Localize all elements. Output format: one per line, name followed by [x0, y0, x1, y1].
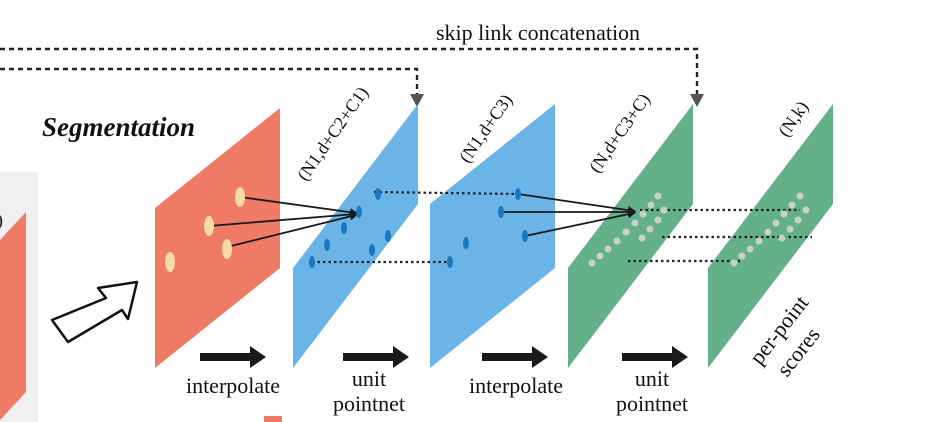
- points-plane-1: [309, 188, 391, 268]
- point: [802, 206, 810, 214]
- step-arrow-icon: [622, 346, 688, 368]
- point: [447, 256, 453, 268]
- step-arrow-icon: [482, 346, 548, 368]
- point: [463, 237, 469, 249]
- interpolate-arrow: [208, 210, 358, 227]
- point: [375, 188, 381, 200]
- skip-arrowhead-inner: [410, 94, 424, 107]
- step-4-label-line2: pointnet: [616, 391, 688, 416]
- point: [786, 225, 794, 233]
- step-arrow-icon: [200, 346, 266, 368]
- skip-link-outer: [0, 47, 699, 98]
- point: [646, 225, 654, 233]
- step-2-label-line2: pointnet: [333, 391, 405, 416]
- point: [738, 252, 746, 260]
- points-plane-3: [588, 192, 668, 267]
- interpolate-arrow: [517, 193, 636, 215]
- points-plane-2: [447, 188, 528, 268]
- point: [515, 188, 521, 200]
- interpolation-arrows: [208, 193, 636, 248]
- point: [369, 244, 375, 256]
- point: [654, 192, 662, 200]
- point: [356, 206, 362, 218]
- point: [622, 228, 630, 236]
- point: [235, 187, 245, 207]
- point: [730, 259, 738, 267]
- points-plane-0: [165, 187, 245, 272]
- input-arrow-icon: [50, 280, 139, 344]
- point: [778, 234, 786, 242]
- skip-links: [0, 47, 699, 98]
- plane-output-scores: [708, 104, 833, 368]
- point: [522, 230, 528, 242]
- point: [660, 206, 668, 214]
- prior-plane-label-fragment: ): [0, 210, 3, 231]
- point: [596, 252, 604, 260]
- point: [772, 219, 780, 227]
- lower-plane-fragment: [264, 416, 282, 422]
- point: [222, 239, 232, 259]
- point: [309, 256, 315, 268]
- point: [385, 230, 391, 242]
- prior-plane: [0, 212, 26, 420]
- point: [764, 228, 772, 236]
- interpolate-arrow: [239, 196, 358, 217]
- skip-arrowhead-outer: [690, 94, 704, 107]
- step-1-label: interpolate: [186, 373, 280, 398]
- section-title: Segmentation: [42, 112, 195, 142]
- point: [324, 239, 330, 251]
- point: [639, 210, 647, 218]
- point: [780, 210, 788, 218]
- plane-4-dim-label: (N,k): [774, 97, 813, 141]
- point: [498, 206, 504, 218]
- interpolate-arrow: [524, 210, 636, 237]
- step-arrows: [200, 346, 688, 368]
- point: [638, 234, 646, 242]
- interpolate-arrow: [226, 212, 358, 248]
- plane-1-dim-label: (N1,d+C2+C1): [293, 83, 373, 185]
- points-plane-4: [730, 192, 810, 267]
- point: [794, 216, 802, 224]
- point: [341, 222, 347, 234]
- plane-feature-1: [293, 104, 418, 368]
- point: [588, 259, 596, 267]
- skip-link-inner: [0, 67, 419, 98]
- step-3-label: interpolate: [469, 373, 563, 398]
- point: [631, 219, 639, 227]
- point: [613, 237, 621, 245]
- plane-interpolated-input: [155, 108, 280, 368]
- point: [755, 237, 763, 245]
- point: [788, 201, 796, 209]
- step-4-label-line1: unit: [635, 366, 669, 391]
- feature-links: [312, 190, 812, 264]
- skip-link-label: skip link concatenation: [436, 20, 640, 45]
- plane-3-dim-label: (N,d+C3+C): [585, 90, 655, 177]
- feature-link: [373, 190, 519, 196]
- step-arrow-icon: [343, 346, 409, 368]
- point: [746, 245, 754, 253]
- point: [165, 252, 175, 272]
- step-2-label-line1: unit: [352, 366, 386, 391]
- point: [204, 216, 214, 236]
- point: [654, 216, 662, 224]
- point: [796, 192, 804, 200]
- point: [647, 201, 655, 209]
- plane-feature-3: [568, 104, 693, 368]
- plane-feature-2: [430, 104, 555, 368]
- point: [604, 245, 612, 253]
